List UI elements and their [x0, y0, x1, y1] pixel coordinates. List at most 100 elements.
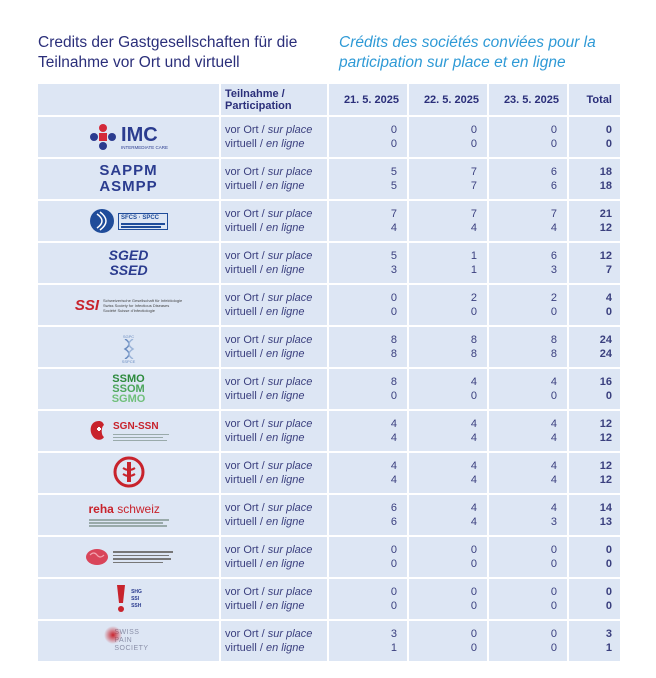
onsite-value: 7	[470, 166, 477, 178]
virtual-value: 0	[550, 558, 557, 570]
virtual-value: 4	[470, 432, 477, 444]
dna-icon	[123, 338, 134, 359]
imc-logo-icon	[90, 124, 117, 150]
mode-virtual-label: virtuell / en ligne	[225, 600, 305, 612]
mode-virtual-label: virtuell / en ligne	[225, 516, 305, 528]
onsite-value: 0	[605, 544, 612, 556]
table-row: SWISS PAIN SOCIETY vor Ort / sur place vi…	[38, 621, 620, 661]
virtual-value: 4	[470, 222, 477, 234]
mode-onsite-label: vor Ort / sur place	[225, 250, 313, 262]
participation-cell: vor Ort / sur place virtuell / en ligne	[221, 411, 329, 453]
virtual-value: 4	[390, 222, 397, 234]
virtual-value: 0	[390, 138, 397, 150]
onsite-value: 6	[550, 250, 557, 262]
mode-virtual-label: virtuell / en ligne	[225, 390, 305, 402]
onsite-value: 2	[470, 292, 477, 304]
header-date-3: 23. 5. 2025	[489, 84, 569, 117]
mode-virtual-label: virtuell / en ligne	[225, 642, 305, 654]
onsite-value: 0	[390, 586, 397, 598]
onsite-value: 4	[390, 418, 397, 430]
table-row: SGPC SSPCE vor Ort / sur place virtuell /…	[38, 327, 620, 369]
mode-onsite-label: vor Ort / sur place	[225, 292, 313, 304]
participation-cell: vor Ort / sur place virtuell / en ligne	[221, 243, 329, 285]
logo-imc: IMC INTERMEDIATE CARE	[38, 117, 221, 159]
virtual-value: 0	[390, 306, 397, 318]
title-german-line2: Teilnahme vor Ort und virtuell	[38, 54, 240, 71]
header-participation: Teilnahme / Participation	[221, 84, 329, 117]
onsite-value: 12	[599, 460, 612, 472]
mode-virtual-label: virtuell / en ligne	[225, 264, 305, 276]
virtual-value: 12	[599, 474, 612, 486]
logo-sappm: SAPPM ASMPP	[38, 159, 221, 201]
mode-virtual-label: virtuell / en ligne	[225, 474, 305, 486]
onsite-value: 0	[390, 292, 397, 304]
mode-onsite-label: vor Ort / sur place	[225, 376, 313, 388]
onsite-value: 6	[390, 502, 397, 514]
onsite-value: 4	[470, 502, 477, 514]
logo-swiss-pain-society: SWISS PAIN SOCIETY	[38, 621, 221, 661]
onsite-value: 0	[470, 586, 477, 598]
virtual-value: 0	[470, 306, 477, 318]
virtual-value: 0	[550, 390, 557, 402]
mode-onsite-label: vor Ort / sur place	[225, 544, 313, 556]
onsite-value: 0	[605, 586, 612, 598]
onsite-value: 7	[470, 208, 477, 220]
virtual-value: 8	[470, 348, 477, 360]
virtual-value: 0	[470, 600, 477, 612]
participation-cell: vor Ort / sur place virtuell / en ligne	[221, 369, 329, 411]
onsite-value: 4	[390, 460, 397, 472]
virtual-value: 6	[550, 180, 557, 192]
virtual-value: 1	[470, 264, 477, 276]
virtual-value: 0	[550, 306, 557, 318]
onsite-value: 4	[550, 376, 557, 388]
mode-onsite-label: vor Ort / sur place	[225, 502, 313, 514]
mode-virtual-label: virtuell / en ligne	[225, 432, 305, 444]
onsite-value: 1	[470, 250, 477, 262]
participation-cell: vor Ort / sur place virtuell / en ligne	[221, 201, 329, 243]
virtual-value: 13	[599, 516, 612, 528]
onsite-value: 8	[390, 376, 397, 388]
pain-glow-icon	[104, 626, 123, 644]
onsite-value: 0	[605, 124, 612, 136]
virtual-value: 4	[550, 474, 557, 486]
virtual-value: 0	[470, 642, 477, 654]
virtual-value: 0	[550, 138, 557, 150]
participation-cell: vor Ort / sur place virtuell / en ligne	[221, 159, 329, 201]
virtual-value: 0	[470, 390, 477, 402]
virtual-value: 1	[605, 642, 612, 654]
virtual-value: 0	[470, 558, 477, 570]
mode-onsite-label: vor Ort / sur place	[225, 208, 313, 220]
title-german-line1: Credits der Gastgesellschaften für die	[38, 34, 298, 51]
title-french-line1: Crédits des sociétés conviées pour la	[339, 34, 596, 51]
participation-cell: vor Ort / sur place virtuell / en ligne	[221, 579, 329, 621]
virtual-value: 5	[390, 180, 397, 192]
virtual-value: 4	[470, 474, 477, 486]
mode-virtual-label: virtuell / en ligne	[225, 180, 305, 192]
total-cell: 18 18	[569, 159, 620, 201]
table-row: SHG SSI SSH vor Ort / sur place virtuell …	[38, 579, 620, 621]
onsite-value: 0	[550, 586, 557, 598]
mode-onsite-label: vor Ort / sur place	[225, 460, 313, 472]
onsite-value: 4	[470, 376, 477, 388]
total-cell: 24 24	[569, 327, 620, 369]
virtual-value: 4	[550, 432, 557, 444]
header-date-1: 21. 5. 2025	[329, 84, 409, 117]
virtual-value: 3	[550, 264, 557, 276]
